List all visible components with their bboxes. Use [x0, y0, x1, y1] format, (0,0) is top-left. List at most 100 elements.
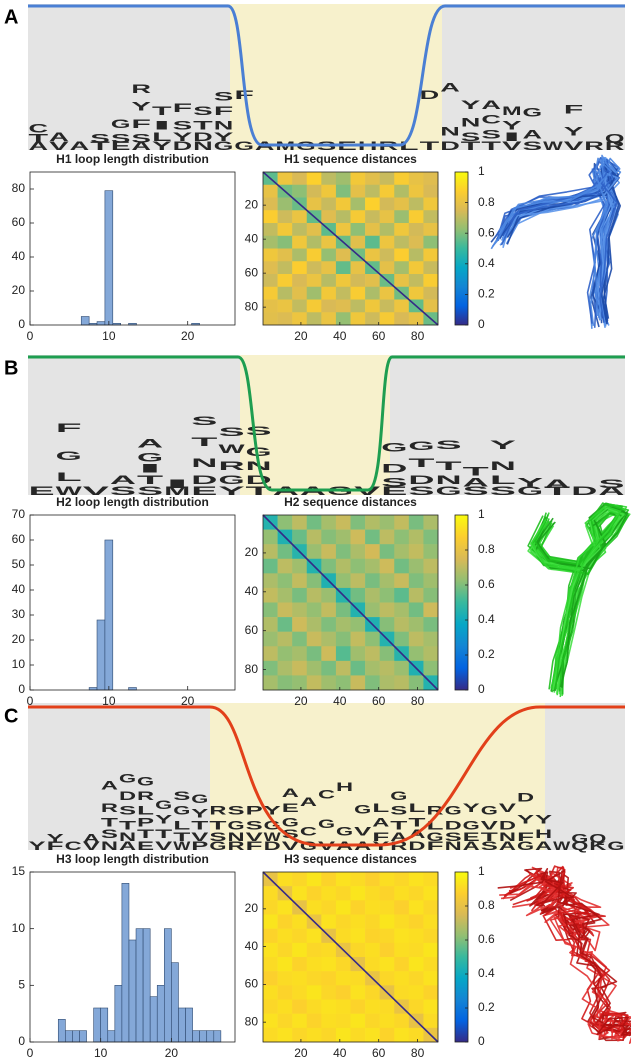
- heatmap-cell: [380, 886, 395, 900]
- heatmap-cell: [423, 287, 438, 300]
- logo-letter: Y: [461, 98, 481, 112]
- heatmap-cell: [292, 675, 307, 690]
- heatmap-cell: [307, 588, 322, 603]
- heatmap-cell: [278, 515, 293, 530]
- heatmap-cell: [365, 300, 380, 313]
- heatmap-cell: [321, 1014, 336, 1028]
- heatmap-cell: [380, 617, 395, 632]
- heatmap-cell: [423, 515, 438, 530]
- heatmap-cell: [278, 915, 293, 929]
- logo-letter: T: [152, 104, 173, 118]
- heatmap-cell: [423, 172, 438, 185]
- heatmap-cell: [292, 915, 307, 929]
- x-tick-label: 60: [372, 1046, 386, 1060]
- logo-letter: Y: [502, 119, 522, 133]
- heatmap-cell: [394, 261, 409, 274]
- heatmap-cell: [394, 185, 409, 198]
- logo-letter: N: [461, 116, 481, 130]
- logo-letter: F: [214, 104, 234, 118]
- heatmap-cell: [351, 943, 366, 957]
- logo-letter: L: [137, 804, 154, 818]
- logo-letter: L: [408, 801, 425, 815]
- x-tick-label: 20: [294, 329, 308, 343]
- heatmap-cell: [409, 675, 424, 690]
- panel-label: C: [4, 705, 18, 727]
- heatmap-cell: [409, 185, 424, 198]
- logo-letter: G: [607, 839, 624, 853]
- heatmap-cell: [394, 617, 409, 632]
- heatmap-cell: [307, 530, 322, 545]
- heatmap-cell: [321, 274, 336, 287]
- logo-letter: T: [155, 827, 174, 841]
- heatmap-cell: [423, 185, 438, 198]
- heatmap-cell: [321, 312, 336, 325]
- heatmap-cell: [292, 223, 307, 236]
- logo-letter: Y: [191, 807, 208, 821]
- y-tick-label: 10: [12, 657, 26, 671]
- heatmap-cell: [263, 287, 278, 300]
- heatmap-cell: [336, 559, 351, 574]
- heatmap-cell: [409, 632, 424, 647]
- logo-letter: S: [436, 438, 462, 452]
- heatmap-cell: [336, 957, 351, 971]
- heatmap-cell: [263, 185, 278, 198]
- heatmap-cell: [278, 675, 293, 690]
- logo-letter: Y: [517, 476, 543, 490]
- y-tick-label: 60: [12, 215, 26, 229]
- heatmap-cell: [351, 515, 366, 530]
- logo-letter: Y: [564, 124, 584, 138]
- heatmap-cell: [292, 588, 307, 603]
- heatmap-cell: [278, 236, 293, 249]
- x-tick-label: 20: [181, 329, 195, 343]
- logo-letter: G: [523, 105, 543, 119]
- heatmap-cell: [423, 943, 438, 957]
- heatmap-cell: [351, 185, 366, 198]
- heatmap-cell: [263, 573, 278, 588]
- y-tick-label: 80: [245, 662, 259, 676]
- heatmap-cell: [336, 1028, 351, 1042]
- x-tick-label: 60: [372, 694, 386, 708]
- heatmap-cell: [351, 646, 366, 661]
- bar: [122, 883, 129, 1042]
- heatmap-cell: [365, 274, 380, 287]
- bar: [65, 1031, 72, 1042]
- heatmap-cell: [409, 287, 424, 300]
- heatmap-cell: [351, 544, 366, 559]
- logo-letter: V: [564, 139, 584, 153]
- heatmap-cell: [278, 312, 293, 325]
- heatmap-cell: [409, 943, 424, 957]
- y-tick-label: 80: [245, 299, 259, 313]
- heatmap-cell: [278, 210, 293, 223]
- bar: [186, 1008, 193, 1042]
- heatmap-cell: [307, 646, 322, 661]
- heatmap-cell: [423, 544, 438, 559]
- heatmap-cell: [409, 617, 424, 632]
- heatmap-cell: [321, 236, 336, 249]
- heatmap-cell: [380, 185, 395, 198]
- heatmap-cell: [351, 300, 366, 313]
- logo-letter: T: [390, 818, 409, 832]
- heatmap-cell: [278, 617, 293, 632]
- heatmap-cell: [409, 872, 424, 886]
- heatmap-cell: [336, 971, 351, 985]
- heatmap-cell: [292, 646, 307, 661]
- heatmap-cell: [278, 300, 293, 313]
- heatmap-cell: [307, 886, 322, 900]
- logo-letter: G: [228, 818, 245, 832]
- bar: [97, 620, 105, 690]
- heatmap-cell: [321, 1028, 336, 1042]
- heatmap-cell: [409, 603, 424, 618]
- heatmap-cell: [292, 300, 307, 313]
- bar: [178, 1008, 185, 1042]
- heatmap-cell: [380, 872, 395, 886]
- heatmap-cell: [263, 236, 278, 249]
- heatmap-cell: [409, 900, 424, 914]
- y-tick-label: 20: [245, 545, 259, 559]
- logo-letter: R: [131, 82, 151, 96]
- heatmap-cell: [321, 646, 336, 661]
- logo-letter: A: [110, 473, 137, 487]
- heatmap-cell: [365, 185, 380, 198]
- heatmap-cell: [263, 300, 278, 313]
- heatmap-cell: [394, 559, 409, 574]
- bar: [157, 985, 164, 1042]
